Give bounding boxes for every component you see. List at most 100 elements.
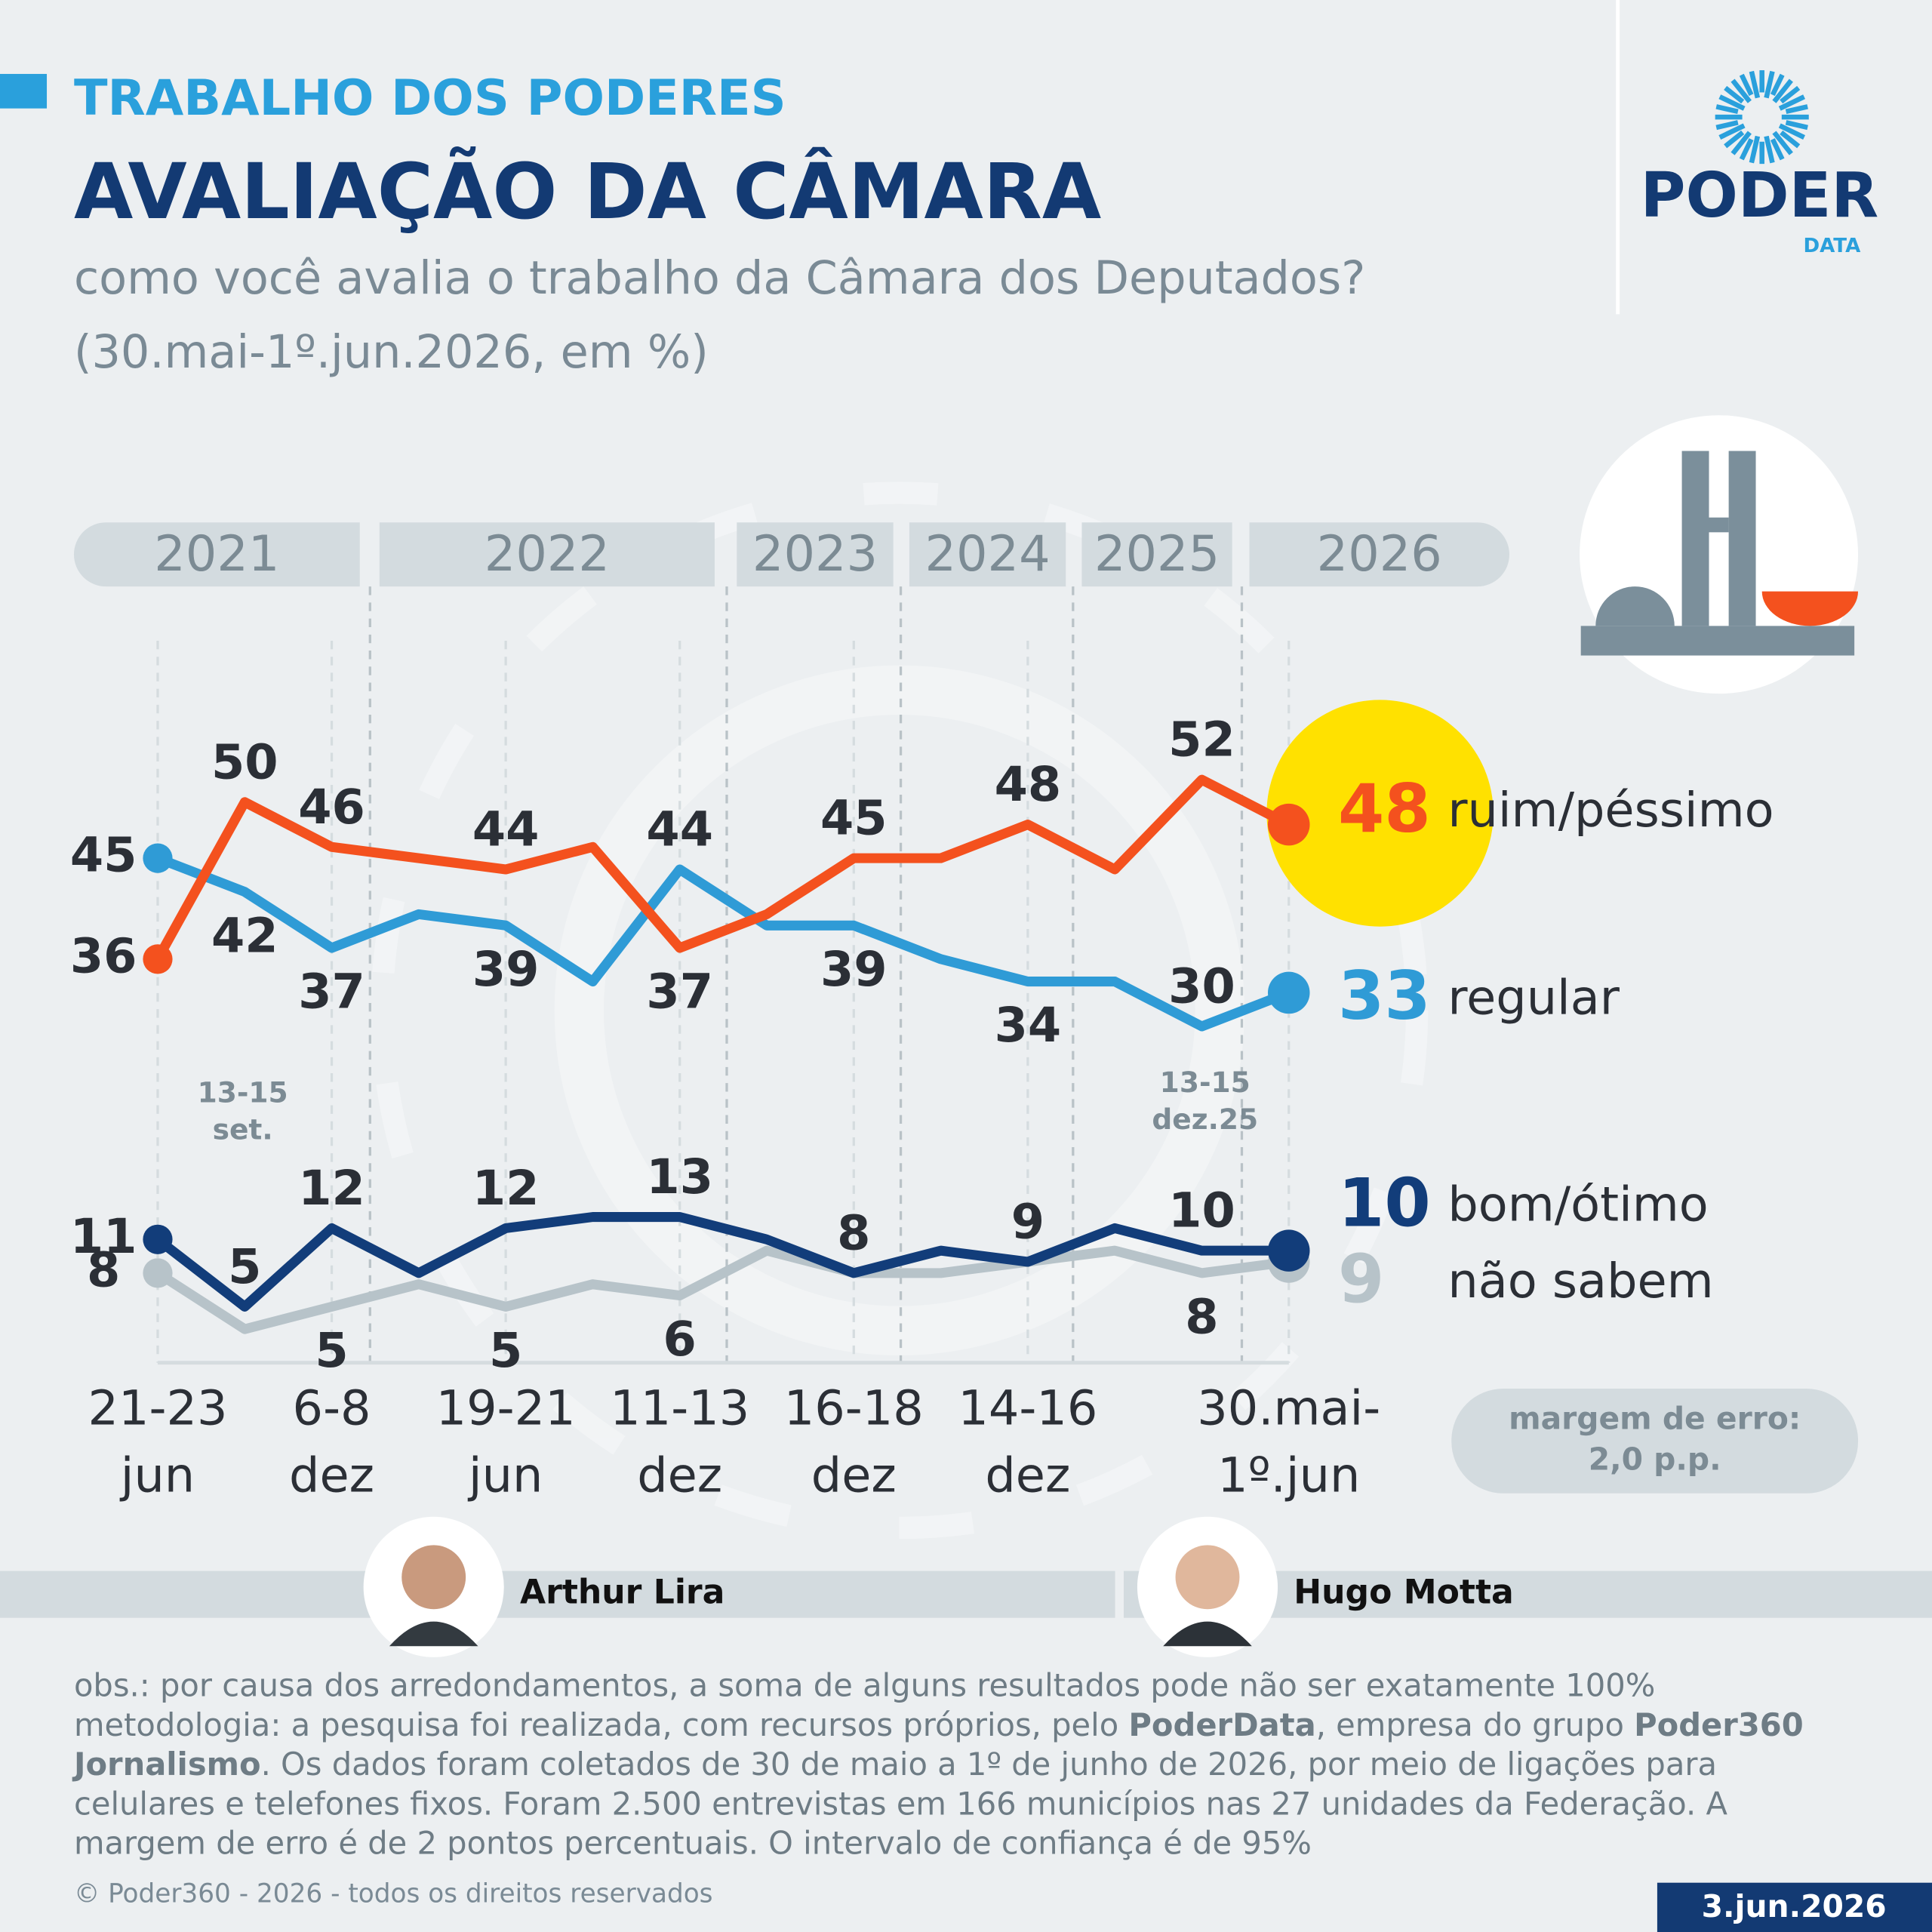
logo-ray	[1715, 104, 1739, 115]
year-band	[909, 522, 1066, 587]
logo-ray	[1785, 104, 1808, 115]
data-label: 37	[298, 964, 365, 1020]
logo-ray	[1749, 135, 1761, 164]
data-label: 6	[663, 1312, 697, 1367]
logo-ray	[1718, 94, 1746, 111]
year-band	[737, 522, 894, 587]
start-point	[143, 1224, 173, 1254]
data-label: 12	[298, 1161, 365, 1217]
footnote: obs.: por causa dos arredondamentos, a s…	[72, 1667, 1804, 1862]
kicker: TRABALHO DOS PODERES	[74, 69, 786, 127]
data-label: 5	[489, 1323, 522, 1379]
x-tick-label: 6-8 dez	[289, 1380, 374, 1503]
person-name: Hugo Motta	[1294, 1574, 1513, 1612]
data-label: 45	[70, 828, 137, 884]
x-tick-label: 14-16 dez	[958, 1380, 1097, 1503]
annotation: dez.25	[1152, 1103, 1258, 1136]
end-point	[1268, 803, 1310, 846]
year-label: 2025	[1094, 525, 1220, 583]
logo-ray	[1778, 94, 1806, 111]
congress-icon	[1580, 415, 1859, 694]
start-point	[143, 843, 173, 873]
data-label: 8	[1185, 1289, 1218, 1345]
footnote-line: metodologia: a pesquisa foi realizada, c…	[74, 1706, 1804, 1743]
logo-ray	[1772, 78, 1793, 103]
logo-ray	[1780, 130, 1801, 149]
data-label: 8	[87, 1242, 120, 1298]
title: AVALIAÇÃO DA CÂMARA	[74, 146, 1101, 236]
footnote-line: margem de erro é de 2 pontos percentuais…	[74, 1825, 1312, 1862]
footnote-text: margem de erro é de 2 pontos percentuais…	[74, 1825, 1312, 1862]
year-band	[1081, 522, 1232, 587]
annotation: 13-15	[198, 1075, 288, 1109]
footnote-line: obs.: por causa dos arredondamentos, a s…	[74, 1667, 1655, 1704]
year-label: 2022	[485, 525, 610, 583]
logo-ray	[1780, 85, 1801, 104]
logo-ray	[1724, 130, 1745, 149]
margin-note: margem de erro:	[1509, 1400, 1801, 1436]
data-label: 50	[211, 734, 278, 790]
subtitle: como você avalia o trabalho da Câmara do…	[74, 252, 1365, 305]
footnote-text: metodologia: a pesquisa foi realizada, c…	[74, 1706, 1128, 1743]
year-label: 2026	[1317, 525, 1442, 583]
data-label: 45	[820, 791, 888, 847]
person-name: Arthur Lira	[520, 1574, 724, 1612]
photo	[1137, 1516, 1278, 1657]
margin-note: 2,0 p.p.	[1589, 1441, 1721, 1477]
data-label: 13	[646, 1149, 713, 1205]
data-label: 5	[315, 1323, 348, 1379]
data-label: 44	[646, 802, 713, 858]
start-point	[143, 944, 173, 974]
chart: 2021 2022 2023 2024 2025 2026 21-23 jun 6-8 dez 19…	[70, 522, 1774, 1503]
data-label: 10	[1168, 1183, 1235, 1239]
footnote-text: obs.: por causa dos arredondamentos, a s…	[74, 1667, 1655, 1704]
data-label: 36	[70, 928, 137, 984]
data-label: 39	[472, 942, 540, 998]
logo-ray	[1749, 70, 1761, 99]
end-value: 33	[1338, 957, 1431, 1035]
copyright: © Poder360 - 2026 - todos os direitos re…	[74, 1879, 713, 1909]
annotation: 13-15	[1160, 1066, 1251, 1099]
data-label: 39	[820, 942, 888, 998]
logo-ray	[1730, 78, 1752, 103]
legend-label: não sabem	[1447, 1254, 1713, 1309]
subtitle: (30.mai-1º.jun.2026, em %)	[74, 326, 709, 379]
footnote-line: celulares e telefones fixos. Foram 2.500…	[74, 1785, 1728, 1822]
data-label: 48	[995, 757, 1062, 813]
background-rays	[371, 481, 1429, 1540]
footnote-line: Jornalismo. Os dados foram coletados de …	[72, 1746, 1717, 1783]
logo-ray	[1770, 138, 1785, 161]
x-tick-label: 21-23 jun	[88, 1380, 227, 1503]
data-label: 46	[298, 780, 365, 835]
logo-ray	[1715, 120, 1739, 131]
logo-ray	[1785, 120, 1808, 131]
series-line	[154, 1212, 1289, 1312]
data-label: 11	[70, 1209, 137, 1265]
data-label: 44	[472, 802, 540, 858]
logo-ray	[1739, 73, 1754, 97]
date-box	[1657, 1882, 1932, 1932]
date: 3.jun.2026	[1702, 1888, 1887, 1924]
series-line	[153, 774, 1291, 962]
logo-icon	[1715, 70, 1809, 165]
year-label: 2023	[752, 525, 878, 583]
logo-ray	[1770, 73, 1785, 97]
kicker-mark	[0, 73, 48, 109]
data-label: 52	[1168, 712, 1235, 768]
logo-ray	[1730, 131, 1752, 155]
year-label: 2024	[924, 525, 1050, 583]
data-label: 8	[837, 1205, 870, 1261]
logo-ray	[1724, 85, 1745, 104]
data-label: 37	[646, 964, 713, 1020]
legend-label: bom/ótimo	[1447, 1177, 1708, 1233]
highlight	[1266, 700, 1494, 927]
year-band	[1249, 522, 1509, 587]
x-tick-label: 16-18 dez	[784, 1380, 924, 1503]
data-label: 42	[211, 908, 278, 964]
footnote-bold: Jornalismo	[72, 1746, 261, 1783]
logo-ray	[1764, 135, 1775, 164]
logo-ray	[1718, 123, 1746, 140]
data-label: 30	[1168, 959, 1235, 1015]
x-tick-label: 19-21 jun	[436, 1380, 576, 1503]
legend-label: regular	[1447, 970, 1620, 1026]
